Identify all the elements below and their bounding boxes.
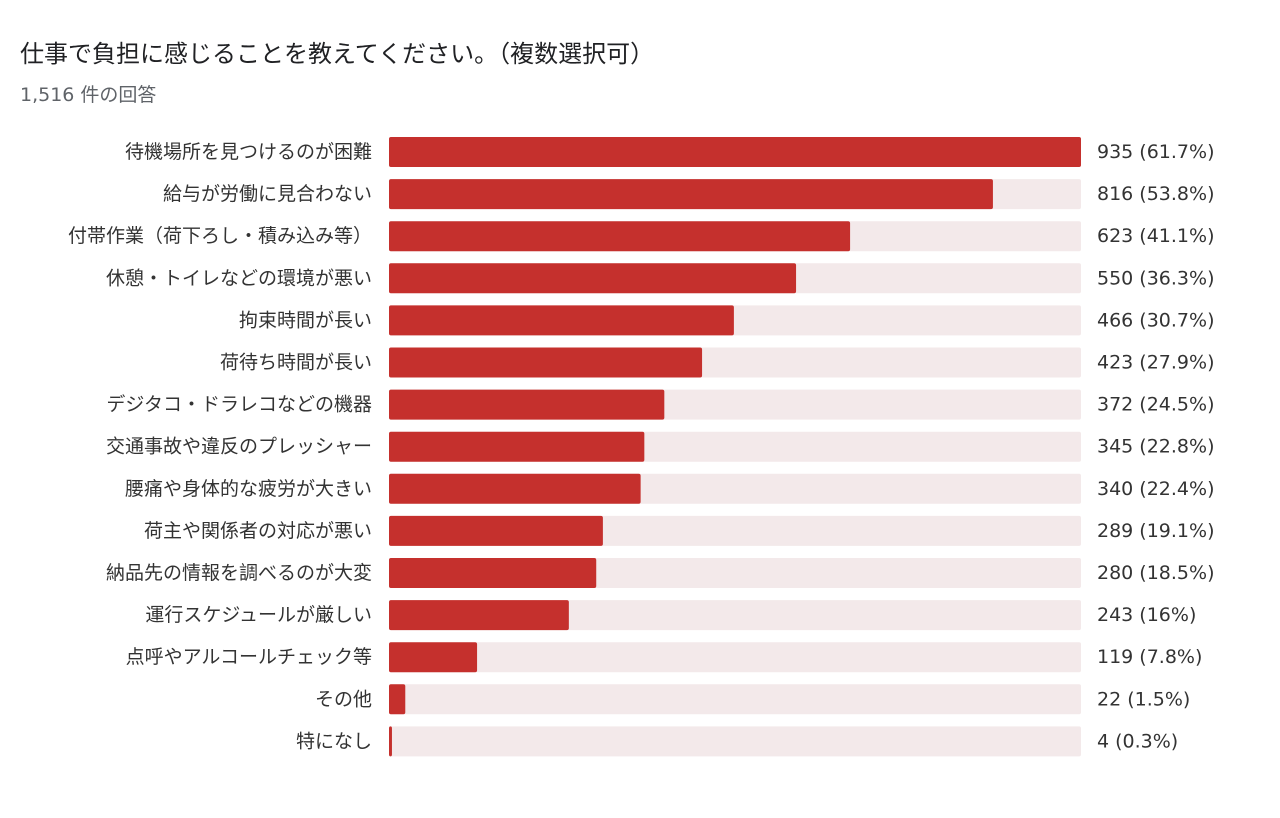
category-label: 付帯作業（荷下ろし・積み込み等）: [68, 225, 372, 247]
value-label: 345 (22.8%): [1097, 436, 1215, 458]
value-label: 243 (16%): [1097, 604, 1196, 626]
bar-track: [389, 726, 1081, 757]
bar-track: [389, 684, 1081, 715]
value-label: 550 (36.3%): [1097, 267, 1215, 289]
value-label: 280 (18.5%): [1097, 562, 1215, 584]
category-label: 点呼やアルコールチェック等: [126, 646, 372, 668]
bar-track: [389, 642, 1081, 673]
value-label: 289 (19.1%): [1097, 520, 1215, 542]
bar: [389, 515, 603, 546]
bar: [389, 642, 478, 673]
category-label: 給与が労働に見合わない: [163, 183, 372, 205]
category-label: 休憩・トイレなどの環境が悪い: [106, 267, 372, 289]
bar: [389, 179, 993, 210]
bar: [389, 263, 797, 294]
category-label: 待機場所を見つけるのが困難: [125, 141, 372, 163]
value-label: 423 (27.9%): [1097, 352, 1215, 374]
value-label: 22 (1.5%): [1097, 688, 1190, 710]
value-label: 372 (24.5%): [1097, 394, 1215, 416]
bar: [389, 684, 406, 715]
chart-title: 仕事で負担に感じることを教えてください。（複数選択可）: [20, 40, 655, 68]
category-label: 特になし: [296, 730, 372, 752]
category-label: 荷待ち時間が長い: [220, 352, 372, 374]
category-label: 拘束時間が長い: [239, 309, 372, 331]
category-label: 交通事故や違反のプレッシャー: [106, 436, 372, 458]
value-label: 623 (41.1%): [1097, 225, 1215, 247]
category-label: デジタコ・ドラレコなどの機器: [106, 394, 372, 416]
value-label: 119 (7.8%): [1097, 646, 1202, 668]
category-label: 腰痛や身体的な疲労が大きい: [125, 478, 372, 500]
category-label: 荷主や関係者の対応が悪い: [144, 520, 372, 542]
bar: [389, 600, 569, 631]
bar: [389, 221, 851, 252]
category-label: その他: [315, 688, 372, 710]
category-label: 運行スケジュールが厳しい: [145, 604, 372, 626]
value-label: 4 (0.3%): [1097, 730, 1178, 752]
bar: [389, 726, 392, 757]
bar: [389, 558, 597, 588]
value-label: 466 (30.7%): [1097, 309, 1215, 331]
bar: [389, 389, 665, 420]
value-label: 340 (22.4%): [1097, 478, 1215, 500]
value-label: 935 (61.7%): [1097, 141, 1215, 163]
bar: [389, 431, 645, 462]
category-label: 納品先の情報を調べるのが大変: [106, 562, 372, 584]
bar: [389, 347, 703, 378]
response-count: 1,516 件の回答: [20, 84, 157, 106]
bar: [389, 137, 1081, 167]
value-label: 816 (53.8%): [1097, 183, 1215, 205]
bar: [389, 473, 641, 504]
bar: [389, 305, 734, 336]
